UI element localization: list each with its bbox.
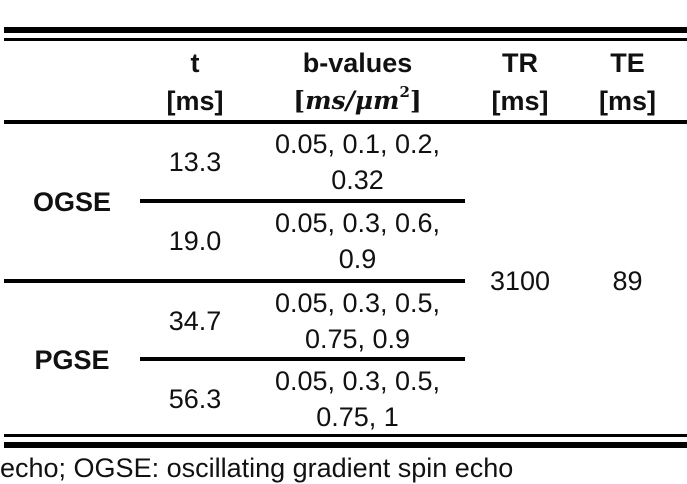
ogse-inner-rule — [140, 199, 465, 203]
t-value: 34.7 — [168, 305, 222, 336]
te-value: 89 — [612, 265, 643, 296]
t-value: 19.0 — [168, 226, 222, 256]
top-rule-thick — [4, 27, 687, 33]
bottom-rule-thin — [4, 434, 687, 437]
pgse-inner-rule — [140, 357, 465, 361]
bottom-rule-thick — [4, 442, 687, 448]
header-tr: TR [ms] — [491, 48, 549, 116]
group-label-pgse: PGSE — [34, 345, 110, 375]
group-separator-rule — [4, 279, 465, 283]
header-te: TE [ms] — [598, 48, 656, 116]
table-footnote: echo; OGSE: oscillating gradient spin ec… — [0, 453, 514, 483]
b-values-unit: [ms/μm2] — [293, 83, 422, 116]
b-values-cell: 0.05, 0.3, 0.5, 0.75, 1 — [274, 366, 441, 432]
b-values-cell: 0.05, 0.3, 0.6, 0.9 — [274, 208, 441, 274]
header-b-values: b-values [ms/μm2] — [250, 43, 465, 121]
tr-value: 3100 — [489, 265, 551, 296]
top-rule-thin — [4, 38, 687, 41]
group-label-ogse: OGSE — [32, 187, 112, 217]
t-value: 13.3 — [168, 147, 222, 177]
header-t: t [ms] — [166, 48, 224, 116]
b-values-cell: 0.05, 0.3, 0.5, 0.75, 0.9 — [274, 287, 441, 354]
b-values-cell: 0.05, 0.1, 0.2, 0.32 — [274, 129, 441, 195]
header-rule — [4, 120, 687, 124]
t-value: 56.3 — [168, 384, 222, 414]
